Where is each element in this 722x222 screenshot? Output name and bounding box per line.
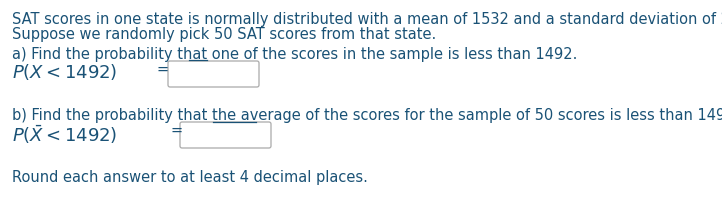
Text: Round each answer to at least 4 decimal places.: Round each answer to at least 4 decimal …	[12, 170, 368, 185]
Text: =: =	[170, 123, 182, 138]
Text: $P(\bar{X} < 1492)$: $P(\bar{X} < 1492)$	[12, 123, 117, 146]
Text: $P(X < 1492)$: $P(X < 1492)$	[12, 62, 117, 82]
Text: b) Find the probability that the average of the scores for the sample of 50 scor: b) Find the probability that the average…	[12, 108, 722, 123]
Text: Suppose we randomly pick 50 SAT scores from that state.: Suppose we randomly pick 50 SAT scores f…	[12, 27, 436, 42]
Text: a) Find the probability that one of the scores in the sample is less than 1492.: a) Find the probability that one of the …	[12, 47, 578, 62]
Text: SAT scores in one state is normally distributed with a mean of 1532 and a standa: SAT scores in one state is normally dist…	[12, 12, 722, 27]
Text: =: =	[157, 62, 169, 77]
FancyBboxPatch shape	[180, 122, 271, 148]
FancyBboxPatch shape	[168, 61, 259, 87]
